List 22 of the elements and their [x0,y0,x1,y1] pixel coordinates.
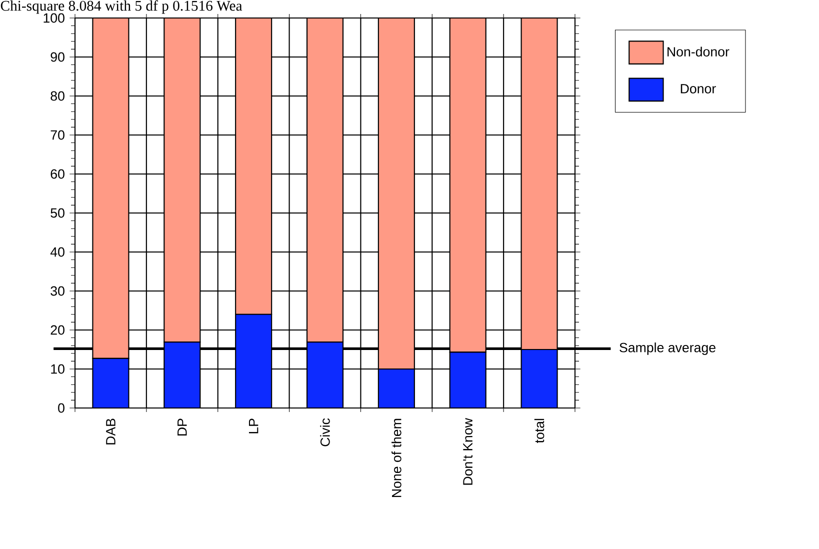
legend-label: Donor [680,84,716,94]
x-tick-label: DP [178,418,187,436]
x-tick-label: Don't Know [463,418,472,485]
y-tick-label: 60 [50,169,64,179]
chart-title: Chi-square 8.084 with 5 df p 0.1516 Wea [0,0,242,14]
legend-label: Non-donor [668,46,730,56]
y-tick-label: 30 [50,286,64,296]
y-tick-label: 10 [51,364,64,374]
x-tick-label: LP [248,418,258,434]
y-tick-label: 50 [50,208,64,218]
x-tick-label: Civic [320,418,330,446]
x-tick-label: None of them [392,418,402,497]
y-tick-label: 90 [50,52,64,62]
y-tick-label: 20 [50,325,64,335]
y-tick-label: 40 [50,247,64,257]
y-tick-label: 70 [50,130,64,140]
x-tick-label: total [534,418,544,444]
ref-line-label: Sample average [620,342,716,355]
x-tick-label: DAB [106,418,116,444]
y-tick-label: 80 [50,91,64,101]
y-tick-label: 0 [58,403,64,413]
y-tick-label: 100 [44,13,64,23]
